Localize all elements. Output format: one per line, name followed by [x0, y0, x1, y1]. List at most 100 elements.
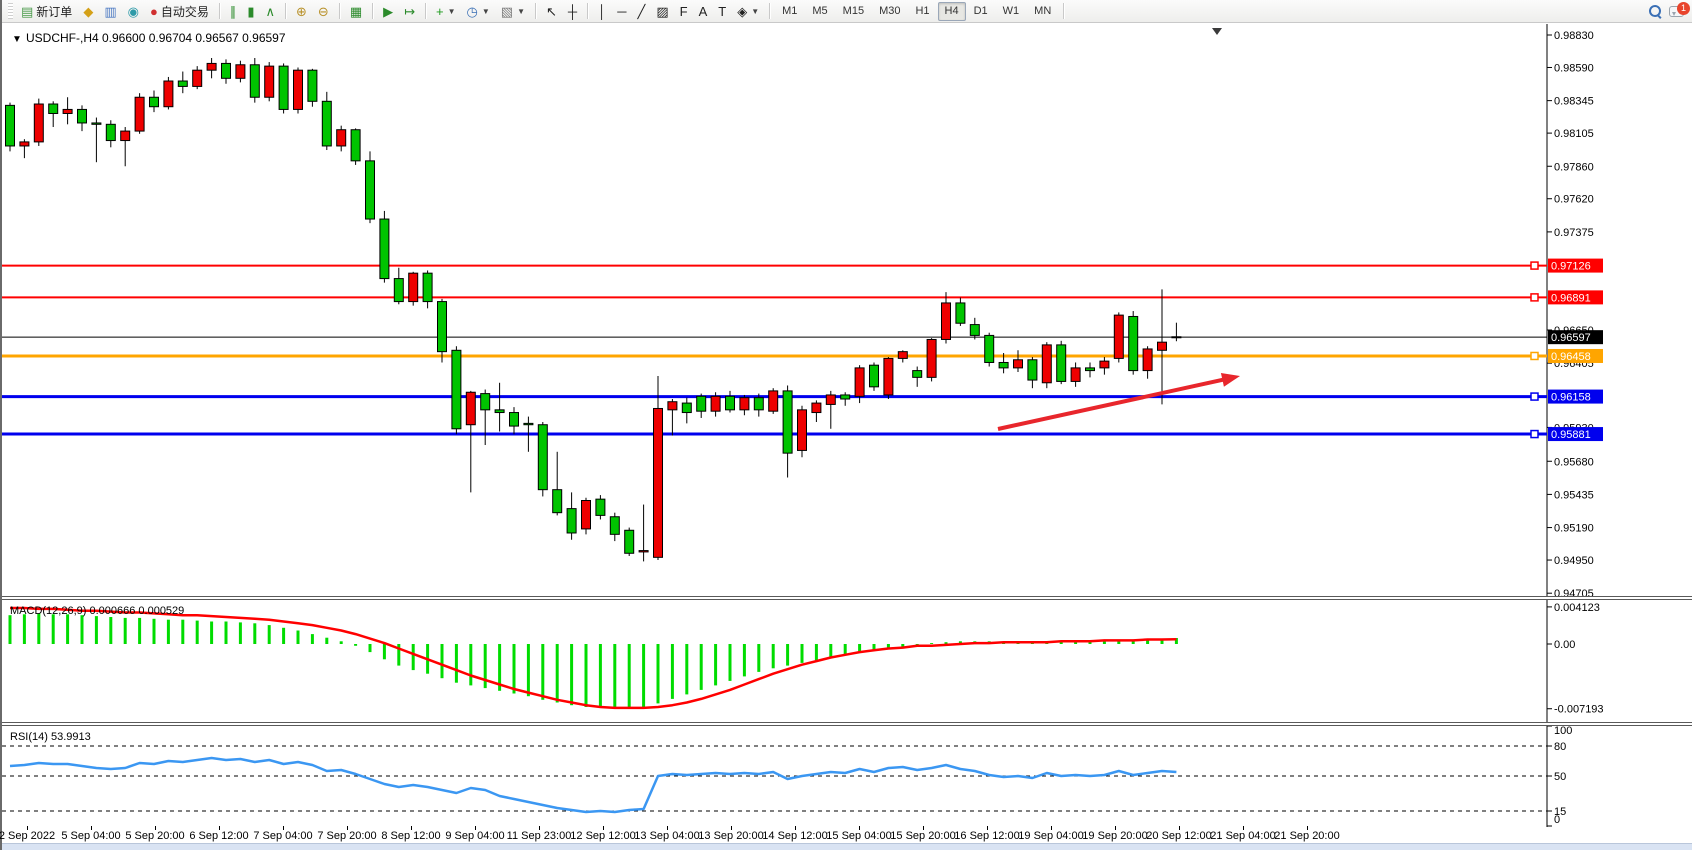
crosshair-icon[interactable]: ┼ — [563, 1, 582, 21]
time-label: 21 Sep 20:00 — [1274, 830, 1340, 842]
time-label: 19 Sep 04:00 — [1018, 830, 1084, 842]
periods-icon[interactable]: ◷ ▼ — [462, 1, 495, 21]
line-chart-mode-icon[interactable]: ∧ — [260, 1, 280, 21]
time-label: 15 Sep 20:00 — [890, 830, 956, 842]
fibonacci-icon-glyph: F — [679, 3, 688, 19]
text-icon[interactable]: A — [694, 1, 713, 21]
time-tick — [411, 826, 412, 830]
timeframe-M30-button[interactable]: M30 — [879, 5, 901, 17]
svg-text:0.98345: 0.98345 — [1554, 96, 1594, 108]
bar-chart-mode-icon-glyph: ∥ — [229, 3, 237, 19]
time-label: 12 Sep 12:00 — [570, 830, 636, 842]
svg-text:0.96158: 0.96158 — [1551, 392, 1591, 404]
zoom-out-icon[interactable]: ⊖ — [313, 1, 334, 21]
time-axis[interactable]: 2 Sep 2022 5 Sep 04:00 5 Sep 20:00 6 Sep 12… — [0, 826, 1692, 843]
signals-icon[interactable]: ◉ — [123, 1, 144, 21]
toolbar-separator — [1063, 3, 1065, 19]
chart-shift-icon[interactable]: ↦ — [399, 1, 420, 21]
new-order-button[interactable]: ▤ 新订单 — [16, 1, 77, 21]
new-order-glyph: ▤ — [21, 3, 34, 19]
time-label: 2 Sep 2022 — [0, 830, 56, 842]
panel-splitter-macd[interactable] — [2, 596, 1692, 600]
timeframe-H1-button[interactable]: H1 — [915, 5, 930, 17]
time-label: 14 Sep 12:00 — [762, 830, 828, 842]
vertical-line-icon[interactable]: │ — [593, 1, 611, 21]
timeframe-W1-button[interactable]: W1 — [1002, 5, 1020, 17]
fibonacci-icon[interactable]: F — [675, 1, 693, 21]
cursor-icon[interactable]: ↖ — [541, 1, 562, 21]
time-tick — [91, 826, 92, 830]
time-label: 6 Sep 12:00 — [189, 830, 249, 842]
rsi-chart[interactable]: 100 80 50 150 RSI(14) 53.9913 — [2, 725, 1692, 827]
auto-scroll-icon[interactable]: ▶ — [378, 1, 398, 21]
svg-text:50: 50 — [1554, 771, 1566, 783]
autotrading-button[interactable]: ● 自动交易 — [145, 1, 214, 21]
autotrading-glyph: ● — [149, 3, 158, 19]
charts-icon[interactable]: ▥ — [99, 1, 121, 21]
candlestick-mode-icon[interactable]: ▮ — [242, 1, 259, 21]
text-label-icon-glyph: T — [718, 3, 727, 19]
macd-chart[interactable]: 0.004123 0.00 -0.007193 MACD(12,26,9) 0.000… — [2, 600, 1692, 722]
timeframe-D1-button[interactable]: D1 — [973, 5, 988, 17]
chevron-down-icon[interactable]: ▼ — [447, 6, 456, 16]
chart-shift-marker[interactable] — [1212, 28, 1222, 35]
crosshair-icon-glyph: ┼ — [567, 3, 578, 19]
trendline-icon[interactable]: ╱ — [632, 1, 650, 21]
search-icon[interactable] — [1649, 5, 1661, 17]
svg-text:0.96891: 0.96891 — [1551, 292, 1591, 304]
status-bar — [2, 843, 1692, 850]
cursor-icon-glyph: ↖ — [546, 3, 557, 19]
templates-icon-glyph: ▧ — [500, 3, 514, 19]
time-tick — [1179, 826, 1180, 830]
tile-windows-icon[interactable]: ▦ — [345, 1, 367, 21]
arrows-icon[interactable]: ◈ ▼ — [732, 1, 764, 21]
chart-title: USDCHF-,H4 0.96600 0.96704 0.96567 0.965… — [26, 31, 286, 45]
trend-arrow-head[interactable] — [1220, 373, 1240, 387]
bar-chart-mode-icon[interactable]: ∥ — [225, 1, 242, 21]
zoom-in-icon[interactable]: ⊕ — [291, 1, 312, 21]
svg-text:0.96458: 0.96458 — [1551, 351, 1591, 363]
timeframe-MN-button[interactable]: MN — [1034, 5, 1052, 17]
chat-icon[interactable]: 1 — [1669, 1, 1690, 17]
text-label-icon[interactable]: T — [713, 1, 731, 21]
toolbar-separator — [338, 3, 340, 19]
panel-splitter-rsi[interactable] — [2, 722, 1692, 726]
chevron-down-icon[interactable]: ▼ — [751, 6, 760, 16]
toolbar-grip[interactable] — [8, 3, 13, 19]
svg-text:0.97126: 0.97126 — [1551, 261, 1591, 273]
trend-arrow[interactable] — [997, 376, 1229, 431]
chevron-down-icon[interactable]: ▼ — [481, 6, 490, 16]
market-watch-icon[interactable]: ◆ — [78, 1, 98, 21]
chevron-down-icon[interactable]: ▼ — [517, 6, 526, 16]
time-tick — [27, 826, 28, 830]
auto-scroll-icon-glyph: ▶ — [383, 3, 394, 19]
templates-icon[interactable]: ▧ ▼ — [496, 1, 530, 21]
svg-text:0.94950: 0.94950 — [1554, 555, 1594, 567]
main-toolbar: ▤ 新订单 ◆ ▥ ◉ ● 自动交易 ∥ ▮ ∧ ⊕ ⊖ ▦ ▶ ↦ + ▼ ◷ ▼ ▧ ▼ ↖ ┼ │ ─ ╱ ▨ F A T ◈ ▼ M1 M… — [2, 0, 1692, 23]
timeframe-M5-button[interactable]: M5 — [812, 5, 828, 17]
timeframe-M15-button[interactable]: M15 — [842, 5, 865, 17]
price-chart-panel[interactable]: 0.98830 0.98590 0.98345 0.98105 0.97860 0.976… — [2, 24, 1692, 600]
trendline-icon-glyph: ╱ — [637, 3, 646, 19]
svg-text:0.98830: 0.98830 — [1554, 30, 1594, 42]
svg-text:80: 80 — [1554, 741, 1566, 753]
svg-text:0.95435: 0.95435 — [1554, 489, 1594, 501]
autotrading-button-label: 自动交易 — [160, 4, 209, 19]
horizontal-line-icon[interactable]: ─ — [612, 1, 631, 21]
equidistant-channel-icon[interactable]: ▨ — [651, 1, 673, 21]
time-label: 5 Sep 20:00 — [125, 830, 185, 842]
time-tick — [475, 826, 476, 830]
timeframe-H4-button[interactable]: H4 — [937, 1, 966, 21]
macd-indicator-panel[interactable]: 0.004123 0.00 -0.007193 MACD(12,26,9) 0.000… — [2, 600, 1692, 722]
new-order-button-label: 新订单 — [36, 4, 73, 19]
time-label: 13 Sep 20:00 — [698, 830, 764, 842]
timeframe-M1-button[interactable]: M1 — [782, 5, 798, 17]
time-tick — [539, 826, 540, 830]
indicators-icon[interactable]: + ▼ — [431, 1, 461, 21]
candlestick-chart[interactable]: 0.98830 0.98590 0.98345 0.98105 0.97860 0.976… — [2, 24, 1692, 600]
indicators-icon-glyph: + — [436, 3, 444, 19]
rsi-indicator-panel[interactable]: 100 80 50 15 0 RSI(14) 53.9913 — [2, 725, 1692, 827]
zoom-out-icon-glyph: ⊖ — [317, 3, 329, 19]
horizontal-line-icon-glyph: ─ — [617, 3, 627, 19]
